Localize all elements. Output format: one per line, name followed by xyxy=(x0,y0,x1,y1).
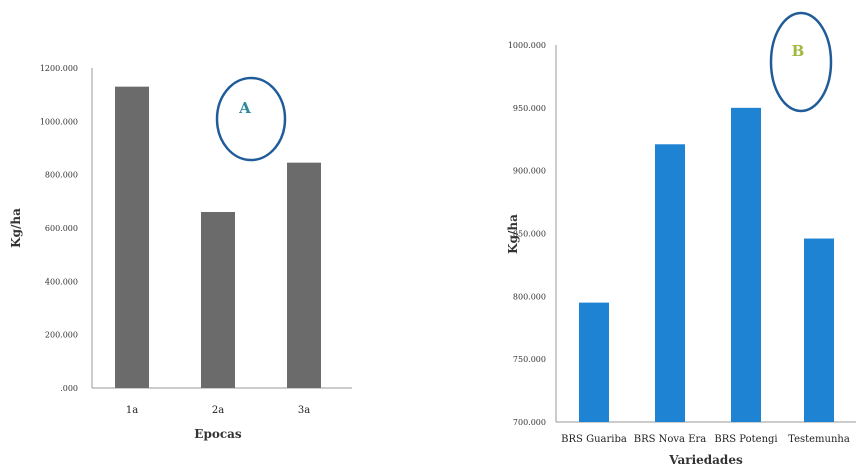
chart-b: 700.000 750.000 800.000 850.000 900.000 … xyxy=(506,11,856,467)
chart-b-y-tick: 700.000 xyxy=(513,418,546,427)
chart-a-y-ticks: .000 200.000 400.000 600.000 800.000 100… xyxy=(40,64,78,393)
chart-b-y-tick: 900.000 xyxy=(513,167,546,176)
chart-a-y-tick: 800.000 xyxy=(45,171,78,180)
chart-b-y-ticks: 700.000 750.000 800.000 850.000 900.000 … xyxy=(508,41,546,427)
chart-b-y-tick: 1000.000 xyxy=(508,41,546,50)
chart-a-bar xyxy=(287,162,321,388)
chart-a-annotation-circle xyxy=(215,76,287,162)
chart-b-y-tick: 950.000 xyxy=(513,104,546,113)
chart-b-category-label: BRS Nova Era xyxy=(634,434,707,445)
chart-b-category-label: BRS Guariba xyxy=(561,434,627,445)
chart-b-category-label: Testemunha xyxy=(788,434,850,445)
chart-b-bar xyxy=(579,302,609,422)
chart-a-panel-letter: A xyxy=(238,99,251,117)
chart-b-bar xyxy=(804,238,834,422)
chart-b-bars xyxy=(579,107,834,422)
chart-a-bar xyxy=(201,212,235,388)
chart-a-category-label: 1a xyxy=(126,405,138,416)
chart-a-y-tick: 600.000 xyxy=(45,224,78,233)
chart-b-bar xyxy=(655,144,685,422)
chart-a: .000 200.000 400.000 600.000 800.000 100… xyxy=(9,64,352,441)
chart-a-y-tick: 400.000 xyxy=(45,277,78,286)
chart-b-y-tick: 750.000 xyxy=(513,355,546,364)
chart-a-y-axis-title: Kg/ha xyxy=(9,208,23,248)
chart-b-y-axis-title: Kg/ha xyxy=(506,214,520,254)
chart-a-x-axis-title: Epocas xyxy=(194,427,242,441)
chart-b-y-tick: 800.000 xyxy=(513,292,546,301)
chart-b-bar xyxy=(731,107,761,422)
chart-b-y-tick: 850.000 xyxy=(513,230,546,239)
chart-a-y-tick: 1000.000 xyxy=(40,117,78,126)
chart-b-panel-letter: B xyxy=(792,42,805,60)
chart-a-bars xyxy=(115,86,321,389)
chart-b-x-axis-title: Variedades xyxy=(668,453,743,467)
chart-a-y-tick: 1200.000 xyxy=(40,64,78,73)
chart-a-y-tick: .000 xyxy=(60,384,78,393)
chart-b-x-categories: BRS Guariba BRS Nova Era BRS Potengi Tes… xyxy=(561,434,850,445)
chart-a-bar xyxy=(115,86,149,389)
chart-b-category-label: BRS Potengi xyxy=(714,434,777,445)
chart-a-category-label: 2a xyxy=(212,405,224,416)
chart-b-annotation-circle xyxy=(769,11,833,113)
chart-a-x-categories: 1a 2a 3a xyxy=(126,405,310,416)
chart-a-category-label: 3a xyxy=(298,405,310,416)
chart-a-y-tick: 200.000 xyxy=(45,331,78,340)
